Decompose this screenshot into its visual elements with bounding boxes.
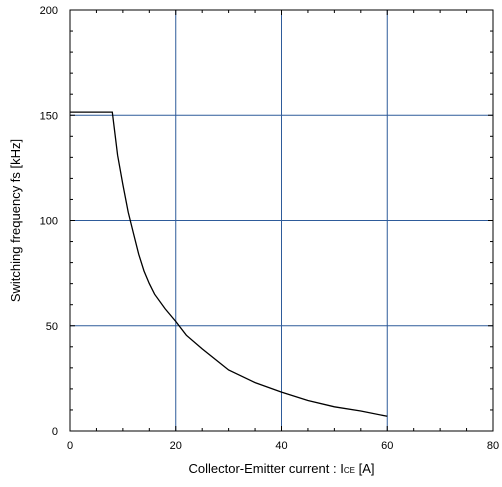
x-tick-labels: 0 20 40 60 80 bbox=[67, 440, 499, 452]
x-tick-label: 80 bbox=[487, 440, 499, 452]
x-tick-label: 40 bbox=[275, 440, 287, 452]
axis-ticks bbox=[69, 9, 494, 432]
x-tick-label: 60 bbox=[381, 440, 393, 452]
grid-lines bbox=[70, 10, 493, 431]
y-tick-label: 100 bbox=[40, 216, 58, 228]
y-tick-label: 0 bbox=[52, 426, 58, 438]
x-axis-title-unit: [A] bbox=[355, 461, 375, 476]
x-axis-title-symbol: I bbox=[340, 461, 344, 476]
y-axis-title: Switching frequency fs [kHz] bbox=[8, 139, 23, 302]
x-axis-title-text: Collector-Emitter current : bbox=[189, 461, 341, 476]
x-axis-title: Collector-Emitter current : ICE [A] bbox=[189, 461, 375, 476]
x-tick-label: 0 bbox=[67, 440, 73, 452]
y-tick-label: 150 bbox=[40, 110, 58, 122]
series-line bbox=[70, 111, 388, 417]
x-tick-label: 20 bbox=[170, 440, 182, 452]
y-tick-labels: 0 50 100 150 200 bbox=[40, 5, 58, 438]
y-tick-label: 50 bbox=[46, 321, 58, 333]
x-axis-title-subscript: CE bbox=[344, 466, 355, 475]
y-tick-label: 200 bbox=[40, 5, 58, 17]
